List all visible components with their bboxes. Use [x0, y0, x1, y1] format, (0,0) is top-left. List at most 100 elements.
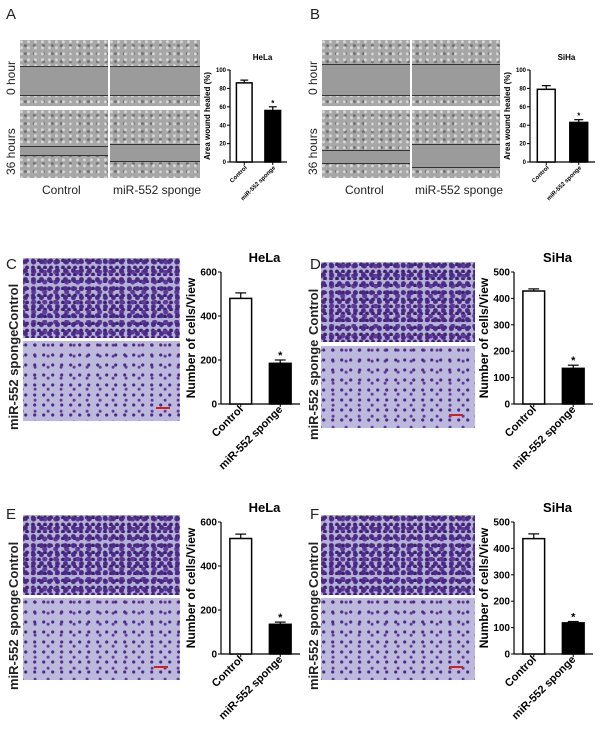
- bar-sponge: [561, 622, 585, 655]
- y-tick-label: 400: [493, 544, 510, 555]
- y-tick-label: 0: [504, 650, 510, 661]
- micrograph-c-control: [23, 258, 180, 338]
- col-label-a-control: Control: [42, 183, 81, 197]
- micrograph-b-sponge-36h: [412, 110, 500, 178]
- panel-label-a: A: [6, 6, 17, 23]
- y-axis-label: Number of cells/View: [184, 527, 198, 648]
- panel-label-e: E: [6, 506, 17, 523]
- bar-sponge: [268, 623, 292, 655]
- y-tick-label: 500: [493, 268, 510, 279]
- chart-title: HeLa: [249, 500, 282, 515]
- x-tick-label: Control: [531, 165, 551, 185]
- micrograph-f-control: [321, 515, 475, 595]
- chart-title: HeLa: [253, 53, 273, 62]
- scale-bar: [156, 407, 170, 409]
- y-tick-label: 400: [200, 312, 217, 323]
- y-tick-label: 100: [216, 68, 227, 74]
- bar-control: [536, 88, 556, 163]
- micrograph-a-control-36h: [20, 110, 108, 178]
- micrograph-c-sponge: [23, 341, 180, 421]
- y-tick-label: 0: [223, 160, 227, 166]
- row-label-e-control: Control: [6, 541, 21, 588]
- bar-chart-b: SiHa Area wound healed (%) 0 20 40 60 80 100 Con…: [503, 53, 595, 202]
- y-tick-label: 500: [493, 518, 510, 529]
- x-tick-label: Control: [229, 165, 249, 185]
- bar-control: [522, 290, 546, 405]
- micrograph-e-sponge: [23, 598, 180, 680]
- significance-marker: *: [271, 99, 275, 108]
- y-tick-label: 200: [200, 606, 217, 617]
- y-tick-label: 60: [219, 105, 226, 111]
- row-label-a-36h: 36 hours: [4, 128, 18, 175]
- y-tick-label: 300: [493, 570, 510, 581]
- bar-sponge: [268, 362, 292, 405]
- panel-label-f: F: [310, 506, 320, 523]
- y-tick-label: 40: [219, 123, 226, 129]
- y-tick-label: 300: [493, 320, 510, 331]
- y-tick-label: 100: [493, 373, 510, 384]
- x-tick-label: miR-552 sponge: [546, 165, 583, 202]
- row-label-a-0h: 0 hour: [4, 60, 18, 95]
- micrograph-a-sponge-36h: [110, 110, 200, 178]
- y-axis-label: Number of cells/View: [477, 527, 491, 648]
- significance-marker: *: [278, 350, 283, 362]
- y-tick-label: 20: [519, 142, 526, 148]
- row-label-c-control: Control: [6, 283, 21, 330]
- y-axis-label: Number of cells/View: [477, 277, 491, 398]
- y-tick-label: 200: [200, 356, 217, 367]
- row-label-e-sponge: miR-552 sponge: [6, 589, 21, 690]
- y-tick-label: 400: [200, 562, 217, 573]
- bar-sponge: [561, 367, 585, 405]
- scale-bar: [449, 666, 463, 668]
- row-label-b-0h: 0 hour: [306, 60, 320, 95]
- y-tick-label: 600: [200, 268, 217, 279]
- y-axis-label: Area wound healed (%): [203, 72, 212, 160]
- y-tick-label: 0: [523, 160, 527, 166]
- y-tick-label: 100: [493, 623, 510, 634]
- panel-label-d: D: [310, 256, 321, 273]
- micrograph-e-control: [23, 515, 180, 595]
- y-tick-label: 60: [519, 105, 526, 111]
- y-tick-label: 100: [516, 68, 527, 74]
- bar-control: [522, 537, 546, 655]
- row-label-b-36h: 36 hours: [306, 128, 320, 175]
- chart-title: HeLa: [249, 250, 282, 265]
- y-tick-label: 200: [493, 347, 510, 358]
- y-tick-label: 40: [519, 123, 526, 129]
- micrograph-d-control: [321, 262, 475, 342]
- micrograph-b-control-0h: [322, 40, 410, 106]
- chart-title: SiHa: [543, 500, 573, 515]
- micrograph-d-sponge: [321, 346, 475, 428]
- col-label-a-sponge: miR-552 sponge: [113, 183, 202, 197]
- y-tick-label: 20: [219, 142, 226, 148]
- y-tick-label: 80: [219, 87, 226, 93]
- y-tick-label: 400: [493, 294, 510, 305]
- y-axis-label: Area wound healed (%): [503, 72, 512, 160]
- micrograph-b-sponge-0h: [412, 40, 500, 106]
- micrograph-a-control-0h: [20, 40, 108, 106]
- y-tick-label: 80: [519, 87, 526, 93]
- bar-chart-a: HeLa Area wound healed (%) 0 20 40 60 80 100 Con…: [203, 53, 287, 202]
- micrograph-a-sponge-0h: [110, 40, 200, 106]
- significance-marker: *: [571, 612, 576, 624]
- col-label-b-sponge: miR-552 sponge: [415, 183, 504, 197]
- bar-control: [229, 537, 253, 655]
- chart-title: SiHa: [543, 250, 573, 265]
- bar-control: [235, 82, 253, 163]
- y-tick-label: 200: [493, 597, 510, 608]
- y-tick-label: 0: [211, 400, 217, 411]
- scale-bar: [154, 666, 168, 668]
- chart-title: SiHa: [558, 53, 576, 62]
- bar-sponge: [264, 109, 282, 163]
- bar-chart-f: SiHa Number of cells/View 0 100 200 300 400 500…: [477, 500, 593, 722]
- micrograph-f-sponge: [321, 598, 475, 680]
- bar-control: [229, 297, 253, 405]
- panel-label-b: B: [310, 6, 321, 23]
- significance-marker: *: [278, 612, 283, 624]
- micrograph-b-control-36h: [322, 110, 410, 178]
- significance-marker: *: [577, 112, 581, 121]
- bar-sponge: [569, 121, 589, 163]
